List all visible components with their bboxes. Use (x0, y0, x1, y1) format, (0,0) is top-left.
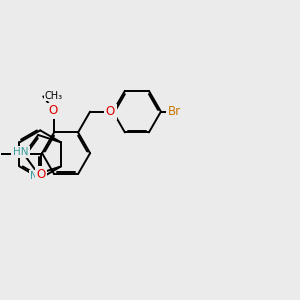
Text: O: O (36, 168, 46, 181)
Text: O: O (49, 104, 58, 117)
Text: NH: NH (30, 171, 46, 181)
Text: HN: HN (13, 147, 28, 157)
Text: Br: Br (167, 105, 181, 118)
Text: O: O (106, 105, 115, 118)
Text: CH₃: CH₃ (45, 91, 63, 100)
